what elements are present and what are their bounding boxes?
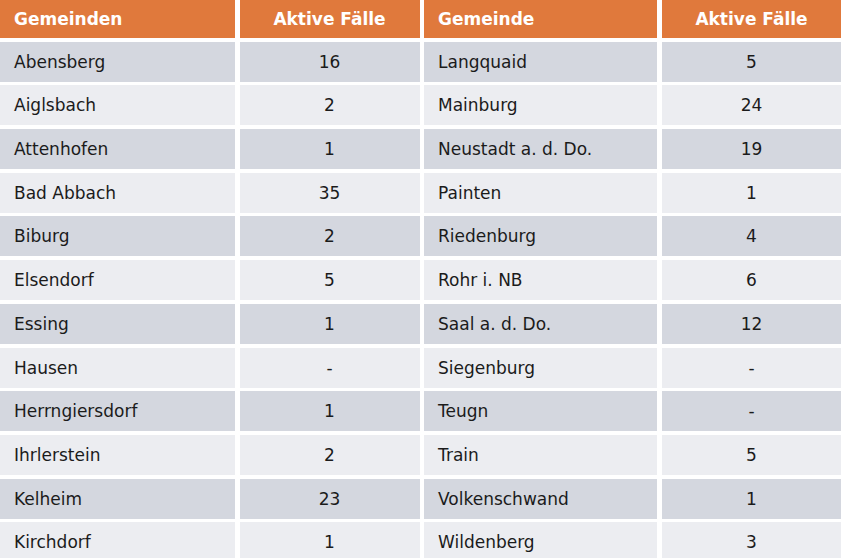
gemeinde-name-cell: Rohr i. NB (424, 260, 657, 300)
gemeinde-name-cell: Kirchdorf (0, 522, 235, 558)
active-cases-cell: 1 (662, 479, 841, 519)
gemeinde-name-cell: Mainburg (424, 85, 657, 125)
gemeinde-name-cell: Teugn (424, 391, 657, 431)
active-cases-cell: 16 (240, 42, 420, 82)
active-cases-cell: 3 (662, 522, 841, 558)
gemeinde-name-cell: Neustadt a. d. Do. (424, 129, 657, 169)
active-cases-cell: 5 (662, 42, 841, 82)
active-cases-cell: 5 (240, 260, 420, 300)
gemeinde-name-cell: Aiglsbach (0, 85, 235, 125)
active-cases-cell: 4 (662, 216, 841, 256)
active-cases-cell: 1 (240, 304, 420, 344)
gemeinde-name-cell: Abensberg (0, 42, 235, 82)
gemeinde-name-cell: Biburg (0, 216, 235, 256)
gemeinde-name-cell: Essing (0, 304, 235, 344)
active-cases-cell: 2 (240, 435, 420, 475)
active-cases-cell: - (662, 391, 841, 431)
gemeinde-name-cell: Elsendorf (0, 260, 235, 300)
gemeinde-name-cell: Painten (424, 173, 657, 213)
active-cases-cell: 1 (240, 522, 420, 558)
active-cases-cell: 35 (240, 173, 420, 213)
gemeinde-name-cell: Wildenberg (424, 522, 657, 558)
active-cases-cell: - (662, 348, 841, 388)
header-gemeinden-left: Gemeinden (0, 0, 235, 38)
active-cases-cell: 12 (662, 304, 841, 344)
active-cases-cell: 6 (662, 260, 841, 300)
gemeinde-name-cell: Volkenschwand (424, 479, 657, 519)
active-cases-cell: 23 (240, 479, 420, 519)
gemeinde-name-cell: Kelheim (0, 479, 235, 519)
gemeinde-name-cell: Ihrlerstein (0, 435, 235, 475)
header-aktive-faelle-left: Aktive Fälle (240, 0, 420, 38)
gemeinde-name-cell: Hausen (0, 348, 235, 388)
gemeinde-name-cell: Riedenburg (424, 216, 657, 256)
header-gemeinde-right: Gemeinde (424, 0, 657, 38)
gemeinde-name-cell: Siegenburg (424, 348, 657, 388)
active-cases-table: Gemeinden Aktive Fälle Gemeinde Aktive F… (0, 0, 841, 558)
active-cases-cell: 2 (240, 85, 420, 125)
gemeinde-name-cell: Train (424, 435, 657, 475)
active-cases-cell: 1 (240, 129, 420, 169)
active-cases-cell: 24 (662, 85, 841, 125)
gemeinde-name-cell: Langquaid (424, 42, 657, 82)
active-cases-cell: 1 (240, 391, 420, 431)
gemeinde-name-cell: Attenhofen (0, 129, 235, 169)
active-cases-cell: 2 (240, 216, 420, 256)
gemeinde-name-cell: Saal a. d. Do. (424, 304, 657, 344)
active-cases-cell: 5 (662, 435, 841, 475)
gemeinde-name-cell: Bad Abbach (0, 173, 235, 213)
gemeinde-name-cell: Herrngiersdorf (0, 391, 235, 431)
active-cases-cell: 19 (662, 129, 841, 169)
active-cases-cell: - (240, 348, 420, 388)
active-cases-cell: 1 (662, 173, 841, 213)
header-aktive-faelle-right: Aktive Fälle (662, 0, 841, 38)
